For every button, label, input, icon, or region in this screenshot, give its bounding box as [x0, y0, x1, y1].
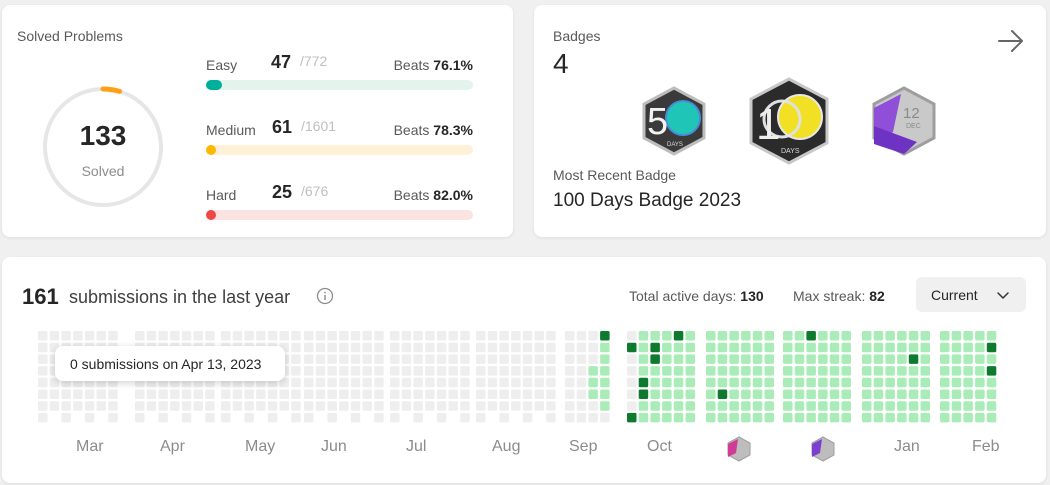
badges-title: Badges — [553, 28, 601, 44]
solved-problems-title: Solved Problems — [17, 28, 123, 44]
difficulty-row-hard: Hard 25 /676 Beats 82.0% — [206, 179, 473, 220]
solved-count: 133 — [79, 120, 127, 151]
difficulty-total: /772 — [300, 53, 328, 69]
beats-label: Beats — [393, 57, 430, 73]
difficulty-count: 25 — [272, 182, 293, 202]
month-label-mar: Mar — [76, 438, 104, 455]
active-days-value: 130 — [740, 288, 764, 304]
beats-value: 76.1% — [433, 57, 473, 73]
month-label-jan: Jan — [894, 438, 920, 455]
max-streak-value: 82 — [869, 288, 885, 304]
difficulty-row-medium: Medium 61 /1601 Beats 78.3% — [206, 114, 473, 155]
difficulty-count: 61 — [272, 117, 293, 137]
tooltip-text: 0 submissions on Apr 13, 2023 — [70, 356, 262, 372]
badge-50-sub: DAYS — [667, 142, 683, 148]
beats-label: Beats — [393, 187, 430, 203]
submission-text: submissions in the last year — [69, 287, 291, 307]
beats-label: Beats — [393, 122, 430, 138]
difficulty-label: Easy — [206, 57, 238, 73]
month-label-feb: Feb — [972, 438, 1000, 455]
month-label-apr: Apr — [160, 438, 185, 455]
chevron-down-icon — [997, 292, 1009, 299]
progress-bar — [206, 210, 473, 220]
month-label-jun: Jun — [321, 438, 347, 455]
month-badge-icon-dec[interactable] — [811, 436, 835, 462]
max-streak: Max streak: 82 — [793, 288, 885, 304]
heatmap-tooltip: 0 submissions on Apr 13, 2023 — [55, 346, 285, 381]
month-label-sep: Sep — [569, 438, 598, 455]
month-label-may: May — [245, 438, 276, 455]
active-days-label: Total active days: — [629, 288, 737, 304]
year-select-value: Current — [931, 287, 978, 303]
fifty-days-badge-icon[interactable]: 5 DAYS — [641, 86, 707, 156]
difficulty-total: /1601 — [301, 118, 337, 134]
progress-bar-fill — [206, 145, 216, 155]
month-label-aug: Aug — [492, 438, 521, 455]
month-badge-icon-nov[interactable] — [727, 436, 751, 462]
beats-text: Beats 82.0% — [394, 187, 473, 203]
most-recent-badge-label: Most Recent Badge — [553, 167, 676, 183]
badge-100-number: 1 — [756, 100, 780, 149]
arrow-right-icon[interactable] — [996, 26, 1026, 56]
difficulty-total: /676 — [301, 183, 329, 199]
progress-bar — [206, 80, 473, 90]
most-recent-badge-name: 100 Days Badge 2023 — [553, 190, 742, 211]
beats-text: Beats 78.3% — [394, 122, 473, 138]
month-label-oct: Oct — [647, 438, 672, 455]
month-label-jul: Jul — [406, 438, 427, 455]
max-streak-label: Max streak: — [793, 288, 866, 304]
difficulty-row-easy: Easy 47 /772 Beats 76.1% — [206, 49, 473, 90]
difficulty-count: 47 — [271, 52, 292, 72]
hundred-days-badge-icon[interactable]: 1 DAYS — [748, 77, 830, 165]
beats-value: 78.3% — [433, 122, 473, 138]
badge-50-number: 5 — [647, 101, 668, 143]
total-active-days: Total active days: 130 — [629, 288, 764, 304]
difficulty-label: Hard — [206, 187, 237, 203]
beats-value: 82.0% — [433, 187, 473, 203]
solved-label: Solved — [81, 163, 125, 179]
badge-100-sub: DAYS — [781, 148, 800, 155]
progress-bar-fill — [206, 80, 222, 90]
beats-text: Beats 76.1% — [394, 57, 473, 73]
info-icon[interactable] — [316, 287, 334, 305]
year-select-dropdown[interactable]: Current — [916, 277, 1026, 312]
december-badge-icon[interactable]: 12 DEC — [871, 86, 937, 156]
badge-dec-sub: DEC — [906, 123, 921, 130]
solved-progress-ring — [42, 86, 164, 208]
progress-bar-fill — [206, 210, 216, 220]
badge-dec-number: 12 — [903, 105, 920, 122]
difficulty-label: Medium — [206, 122, 256, 138]
solved-problems-card — [2, 5, 513, 237]
badges-count: 4 — [553, 48, 569, 79]
submission-count: 161 — [22, 284, 59, 309]
progress-bar — [206, 145, 473, 155]
